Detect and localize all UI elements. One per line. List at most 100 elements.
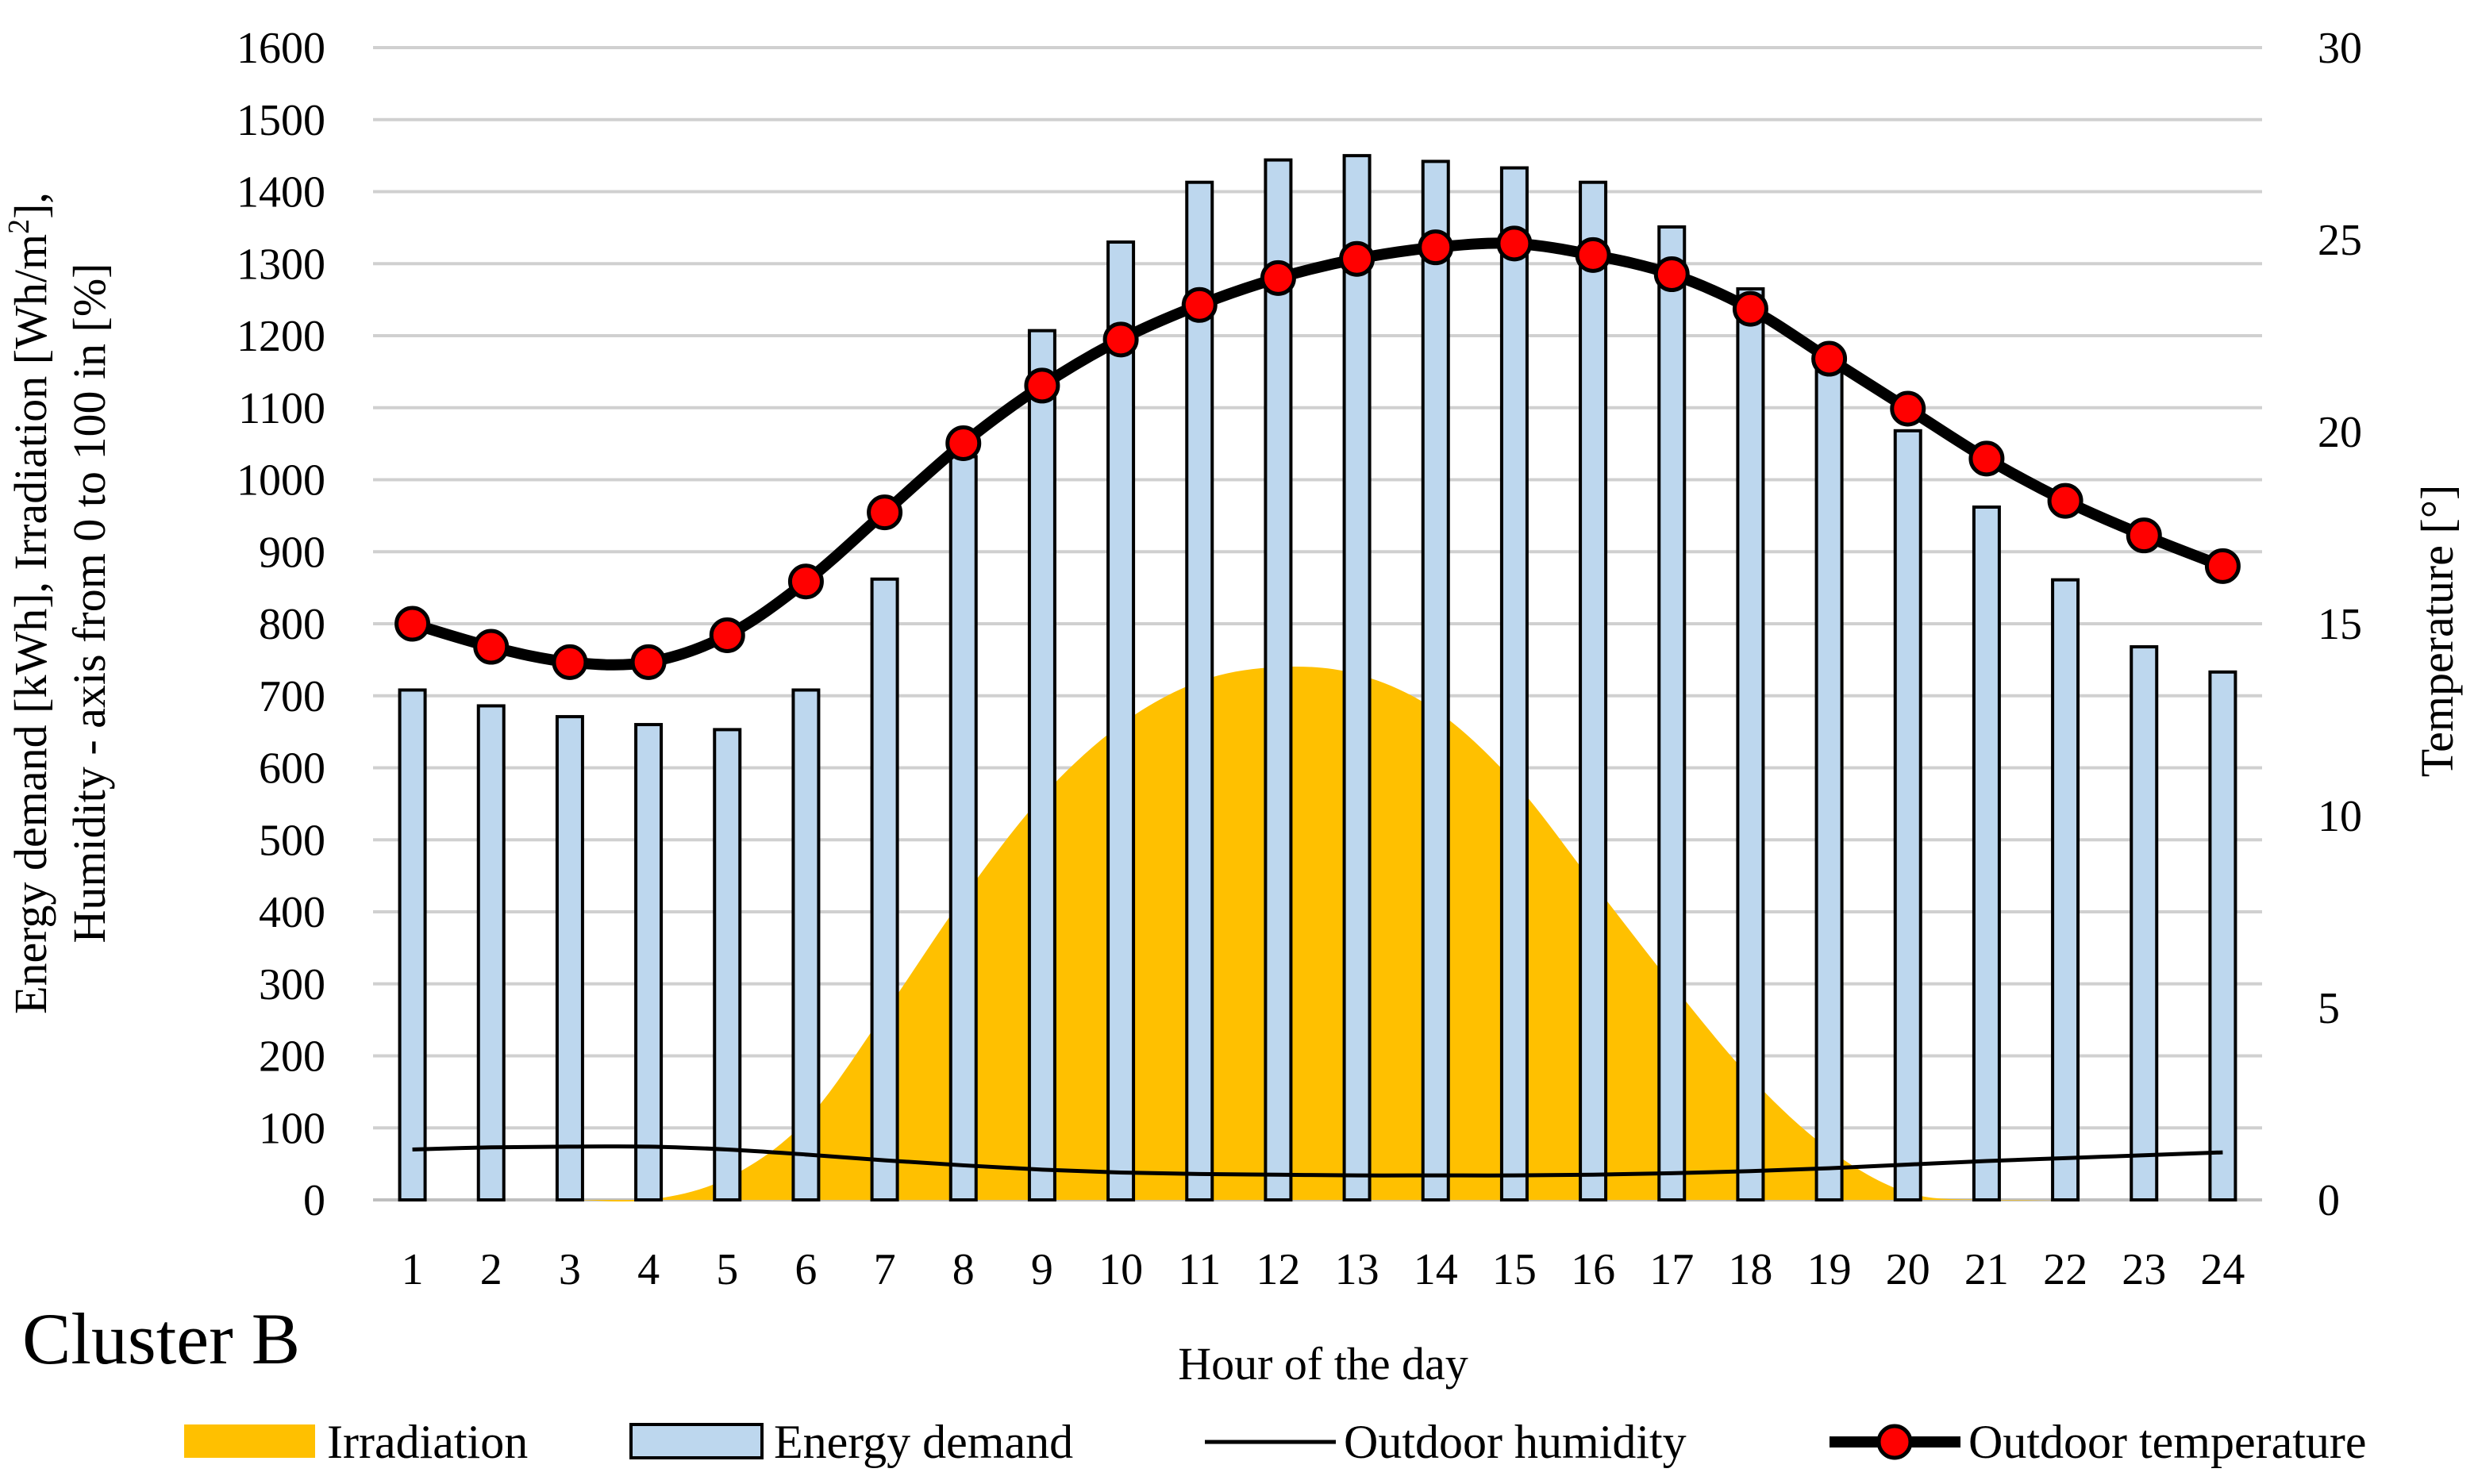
x-tick-label: 24 [2200, 1245, 2245, 1294]
legend-item-irradiation: Irradiation [184, 1416, 528, 1468]
energy-demand-bar [1027, 329, 1056, 1202]
outdoor-temperature-point [1102, 321, 1139, 358]
legend-label-energy-demand: Energy demand [774, 1416, 1073, 1468]
x-tick-label: 5 [716, 1245, 738, 1294]
energy-demand-bar [1421, 160, 1450, 1201]
energy-demand-bar [476, 704, 506, 1201]
x-tick-label: 22 [2043, 1245, 2087, 1294]
outdoor-temperature-point [867, 494, 903, 531]
outdoor-temperature-point [1653, 256, 1690, 293]
humidity-line-layer [412, 1144, 2223, 1178]
legend-label-irradiation: Irradiation [327, 1416, 528, 1468]
y-tick-left-label: 400 [259, 888, 325, 937]
y-tick-left-label: 100 [259, 1104, 325, 1153]
y-tick-left-label: 300 [259, 960, 325, 1009]
x-tick-label: 10 [1098, 1245, 1143, 1294]
y-tick-right-label: 15 [2318, 600, 2362, 649]
energy-demand-bar [1893, 429, 1922, 1201]
outdoor-temperature-point [2047, 482, 2083, 519]
legend-label-outdoor-humidity: Outdoor humidity [1344, 1416, 1687, 1468]
irradiation-area-layer [412, 666, 2223, 1202]
y-tick-left-label: 1300 [237, 240, 325, 289]
x-tick-label: 2 [480, 1245, 502, 1294]
y-tick-right-label: 10 [2318, 792, 2362, 841]
y-tick-right-label: 0 [2318, 1176, 2340, 1225]
energy-demand-bar [1579, 180, 1608, 1201]
cluster-label: Cluster B [22, 1298, 300, 1379]
outdoor-temperature-point [1575, 236, 1611, 273]
energy-demand-bar [555, 715, 584, 1201]
energy-demand-bar [1499, 166, 1529, 1202]
energy-demand-bars [398, 154, 2237, 1202]
x-tick-label: 9 [1031, 1245, 1053, 1294]
outdoor-temperature-point [787, 563, 824, 600]
x-tick-label: 14 [1414, 1245, 1458, 1294]
x-tick-label: 16 [1571, 1245, 1615, 1294]
legend-swatch-outdoor-temperature-marker [1876, 1424, 1913, 1460]
legend-item-outdoor-humidity: Outdoor humidity [1205, 1416, 1687, 1468]
outdoor-temperature-point [552, 644, 588, 680]
energy-demand-bar [2208, 670, 2237, 1201]
x-tick-label: 19 [1807, 1245, 1852, 1294]
outdoor-temperature-point [1181, 286, 1218, 323]
outdoor-temperature-point [473, 629, 510, 665]
y-tick-right-label: 25 [2318, 216, 2362, 265]
y-tick-left-label: 600 [259, 744, 325, 794]
y-tick-left-label: 1500 [237, 96, 325, 145]
outdoor-temperature-point [1260, 260, 1296, 296]
x-tick-label: 17 [1649, 1245, 1694, 1294]
y-axis-right-title: Temperature [°] [2411, 485, 2463, 778]
y-tick-left-label: 1400 [237, 168, 325, 217]
y-tick-left-label: 1600 [237, 24, 325, 73]
outdoor-temperature-point [1732, 290, 1768, 327]
temperature-line-layer [394, 225, 2241, 680]
x-tick-label: 6 [795, 1245, 817, 1294]
x-axis-ticks: 1 2 3 4 5 6 7 8 9 10 11 12 13 14 15 16 17 18 19 20 21 22 23 24 [402, 1245, 2245, 1294]
energy-demand-bar [398, 688, 427, 1201]
energy-demand-bar [1185, 180, 1214, 1201]
legend-label-outdoor-temperature: Outdoor temperature [1968, 1416, 2366, 1468]
x-tick-label: 18 [1728, 1245, 1772, 1294]
energy-demand-bar [948, 455, 978, 1201]
energy-demand-bar [791, 688, 821, 1201]
outdoor-humidity-line [412, 1144, 2223, 1178]
y-tick-left-label: 1000 [237, 456, 325, 506]
x-tick-label: 23 [2122, 1245, 2166, 1294]
outdoor-temperature-point [1496, 225, 1533, 262]
x-tick-label: 13 [1335, 1245, 1379, 1294]
x-tick-label: 8 [952, 1245, 975, 1294]
outdoor-temperature-point [945, 425, 982, 462]
x-tick-label: 7 [874, 1245, 896, 1294]
left-axis-ticks: 0 100 200 300 400 500 600 700 800 900 1000 1100 1200… [237, 24, 325, 1225]
y-tick-right-label: 5 [2318, 984, 2340, 1033]
energy-demand-bar [713, 728, 742, 1201]
energy-demand-bar [1814, 354, 1844, 1201]
outdoor-temperature-point [1024, 367, 1060, 404]
outdoor-temperature-point [1811, 340, 1848, 377]
x-tick-label: 1 [402, 1245, 424, 1294]
energy-demand-bar [2051, 578, 2080, 1201]
legend: Irradiation Energy demand Outdoor humidi… [184, 1416, 2366, 1468]
energy-demand-bar [1264, 158, 1293, 1202]
outdoor-temperature-point [630, 644, 667, 680]
x-tick-label: 15 [1492, 1245, 1537, 1294]
y-tick-right-label: 30 [2318, 24, 2362, 73]
y-tick-left-label: 500 [259, 816, 325, 865]
right-axis-ticks: 0 5 10 15 20 25 30 [2318, 24, 2362, 1225]
energy-demand-bar [1657, 225, 1687, 1201]
y-tick-left-label: 1200 [237, 312, 325, 361]
x-tick-label: 11 [1178, 1245, 1221, 1294]
y-tick-right-label: 20 [2318, 408, 2362, 457]
outdoor-temperature-point [2126, 517, 2162, 554]
outdoor-temperature-point [709, 617, 745, 654]
outdoor-temperature-point [2204, 548, 2241, 584]
outdoor-temperature-point [1418, 229, 1454, 266]
energy-demand-bar [1736, 287, 1765, 1202]
legend-item-energy-demand: Energy demand [629, 1416, 1073, 1468]
y-axis-left-title-line2: Humidity - axis from 0 to 100 in [%] [63, 263, 115, 943]
energy-demand-bar [1972, 505, 2001, 1201]
y-tick-left-label: 0 [303, 1176, 325, 1225]
irradiation-area [412, 666, 2223, 1202]
x-tick-label: 12 [1256, 1245, 1300, 1294]
